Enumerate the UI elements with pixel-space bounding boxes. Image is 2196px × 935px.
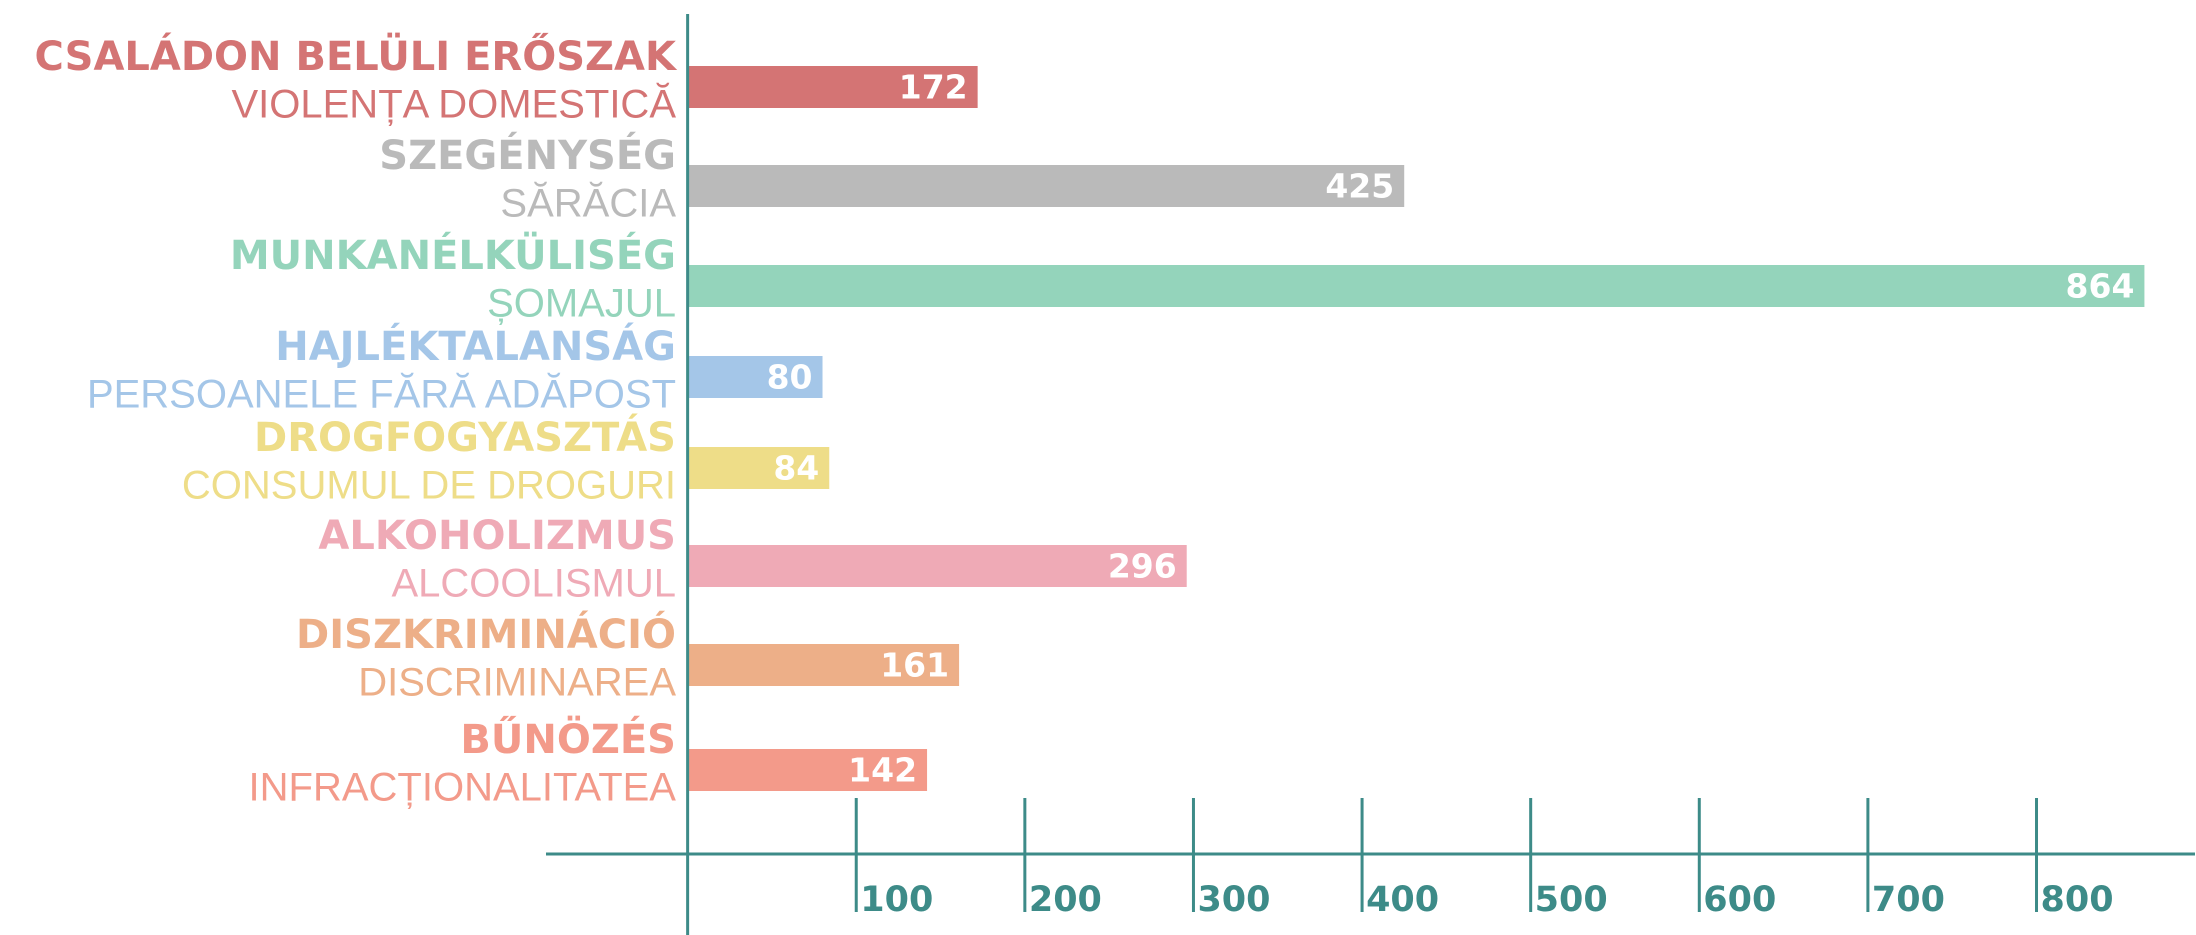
value-label: 864 [2066, 267, 2135, 306]
category-label-ro: DISCRIMINAREA [358, 661, 676, 705]
value-label: 80 [767, 358, 813, 397]
category-label: BŰNÖZÉS [460, 714, 676, 763]
bar [687, 66, 978, 108]
category-label-ro: PERSOANELE FĂRĂ ADĂPOST [87, 372, 676, 417]
category-label-ro: SĂRĂCIA [500, 181, 676, 226]
category-label: ALKOHOLIZMUS [318, 513, 676, 559]
x-tick-label: 800 [2041, 880, 2114, 920]
category-label: DROGFOGYASZTÁS [254, 413, 676, 461]
category-label-ro: ALCOOLISMUL [391, 562, 676, 606]
x-tick-label: 700 [1872, 880, 1945, 920]
category-label-ro: CONSUMUL DE DROGURI [182, 464, 676, 508]
category-label-ro: VIOLENȚA DOMESTICĂ [231, 82, 676, 127]
x-tick-label: 400 [1366, 880, 1439, 920]
bar [687, 644, 960, 686]
bar [687, 545, 1187, 587]
value-label: 142 [848, 751, 917, 790]
x-tick-label: 600 [1703, 880, 1776, 920]
bar [687, 356, 823, 398]
x-tick-label: 100 [860, 880, 933, 920]
category-label: MUNKANÉLKÜLISÉG [230, 231, 676, 279]
value-label: 84 [773, 449, 819, 488]
bar [687, 447, 830, 489]
category-label: HAJLÉKTALANSÁG [275, 322, 676, 370]
value-label: 161 [880, 646, 949, 685]
bar [687, 165, 1405, 207]
bar [687, 265, 2145, 307]
value-label: 172 [899, 68, 968, 107]
x-tick-label: 500 [1535, 880, 1608, 920]
x-tick-label: 300 [1197, 880, 1270, 920]
value-label: 425 [1325, 167, 1394, 206]
bar [687, 749, 928, 791]
category-label: SZEGÉNYSÉG [379, 131, 676, 179]
value-label: 296 [1108, 547, 1177, 586]
x-tick-label: 200 [1029, 880, 1102, 920]
category-label: DISZKRIMINÁCIÓ [296, 610, 676, 658]
category-label-ro: ȘOMAJUL [487, 282, 676, 326]
category-label-ro: INFRACȚIONALITATEA [249, 766, 677, 810]
category-label: CSALÁDON BELÜLI ERŐSZAK [35, 31, 678, 80]
